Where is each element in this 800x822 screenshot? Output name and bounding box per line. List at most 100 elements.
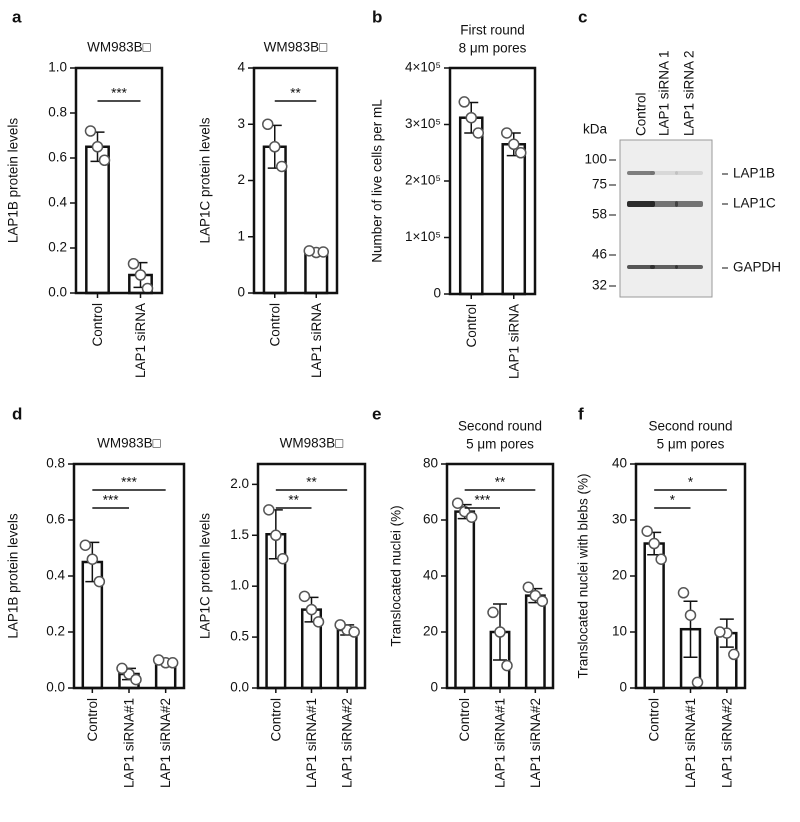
lane-label: LAP1 siRNA 2 [682,50,697,136]
chart-title: Second round [648,419,732,434]
data-point [677,587,690,599]
data-point [127,258,140,270]
data-point [312,616,325,628]
data-point [270,529,282,542]
y-tick-label: 0 [237,285,245,300]
data-point [465,111,477,124]
data-point [263,504,275,516]
chart-subtitle: 5 μm pores [466,437,534,452]
data-point [276,160,288,173]
y-axis-label: LAP1B protein levels [6,118,21,244]
data-point [152,654,165,666]
lane-label: Control [634,92,649,136]
data-point [269,141,281,153]
y-axis-label: Number of live cells per mL [370,99,385,263]
y-tick-label: 0.6 [46,512,65,527]
chart-title: Second round [458,419,542,434]
y-axis-label: Translocated nuclei (%) [389,505,404,646]
bar [85,145,110,295]
y-axis-label: LAP1C protein levels [198,117,213,243]
chart-title: WM983B□ [87,40,151,55]
x-tick-label: LAP1 siRNA [309,303,324,378]
x-tick-label: LAP1 siRNA#2 [158,698,173,788]
band [650,265,678,269]
y-tick-label: 1×10⁵ [405,229,441,244]
y-tick-label: 0.0 [230,680,249,695]
data-point [458,96,470,108]
significance-label: *** [103,493,120,508]
y-tick-label: 1.5 [230,527,249,542]
chart-title: WM983B□ [97,436,161,451]
panel-letter: a [12,7,22,26]
chart-subtitle: 5 μm pores [657,437,725,452]
bar [501,143,527,296]
x-tick-label: Control [85,698,100,742]
chart-subtitle: 8 μm pores [459,41,527,56]
y-tick-label: 0 [433,286,441,301]
y-tick-label: 0.8 [48,105,67,120]
y-tick-label: 10 [612,624,627,639]
y-tick-label: 0.8 [46,456,65,471]
y-tick-label: 4 [237,60,245,75]
y-tick-label: 20 [423,624,438,639]
y-tick-label: 60 [423,512,438,527]
y-tick-label: 1 [237,228,245,243]
y-tick-label: 30 [612,512,627,527]
data-point [317,246,329,258]
y-tick-label: 80 [423,456,438,471]
significance-label: ** [290,86,301,101]
y-tick-label: 2.0 [230,476,249,491]
unit-label: kDa [583,122,607,137]
data-point [277,552,289,565]
bar [454,510,476,690]
x-tick-label: LAP1 siRNA [506,304,521,379]
significance-label: * [670,493,676,508]
plot-frame [448,66,537,296]
data-point [494,626,506,638]
plot-frame [634,462,747,690]
data-point [522,581,535,593]
y-axis-label: Translocated nuclei with blebs (%) [576,473,591,678]
y-tick-label: 0.4 [48,195,67,210]
band [627,171,655,175]
band-label: LAP1B [733,166,775,181]
data-point [166,657,179,669]
band [627,201,655,207]
panel-letter: e [372,404,381,423]
y-tick-label: 0.5 [230,629,249,644]
x-tick-label: LAP1 siRNA#2 [719,698,734,788]
x-tick-label: Control [268,698,283,742]
y-tick-label: 0.0 [48,285,67,300]
data-point [648,537,660,550]
bar [458,116,484,296]
y-tick-label: 0.4 [46,568,65,583]
data-point [728,648,740,661]
y-axis-label: LAP1C protein levels [198,513,213,639]
data-point [501,127,513,139]
data-point [116,662,128,675]
data-point [305,603,318,616]
marker-label: 100 [584,152,607,167]
significance-label: *** [474,493,491,508]
significance-label: ** [288,493,299,508]
data-point [472,127,484,139]
chart-title: First round [460,23,525,38]
data-point [86,553,99,565]
data-point [79,539,92,551]
lane-label: LAP1 siRNA 1 [657,50,672,136]
y-tick-label: 1.0 [230,578,249,593]
significance-label: * [688,475,694,490]
data-point [298,590,311,603]
data-point [714,626,726,638]
panel-letter: c [578,7,587,26]
chart-title: WM983B□ [264,40,328,55]
bar [336,628,358,690]
significance-label: ** [306,475,317,490]
panel-letter: f [578,404,584,423]
data-point [303,245,315,257]
y-tick-label: 1.0 [48,60,67,75]
x-tick-label: LAP1 siRNA#2 [528,698,543,788]
band [650,201,678,207]
marker-label: 32 [592,278,607,293]
x-tick-label: Control [647,698,662,742]
